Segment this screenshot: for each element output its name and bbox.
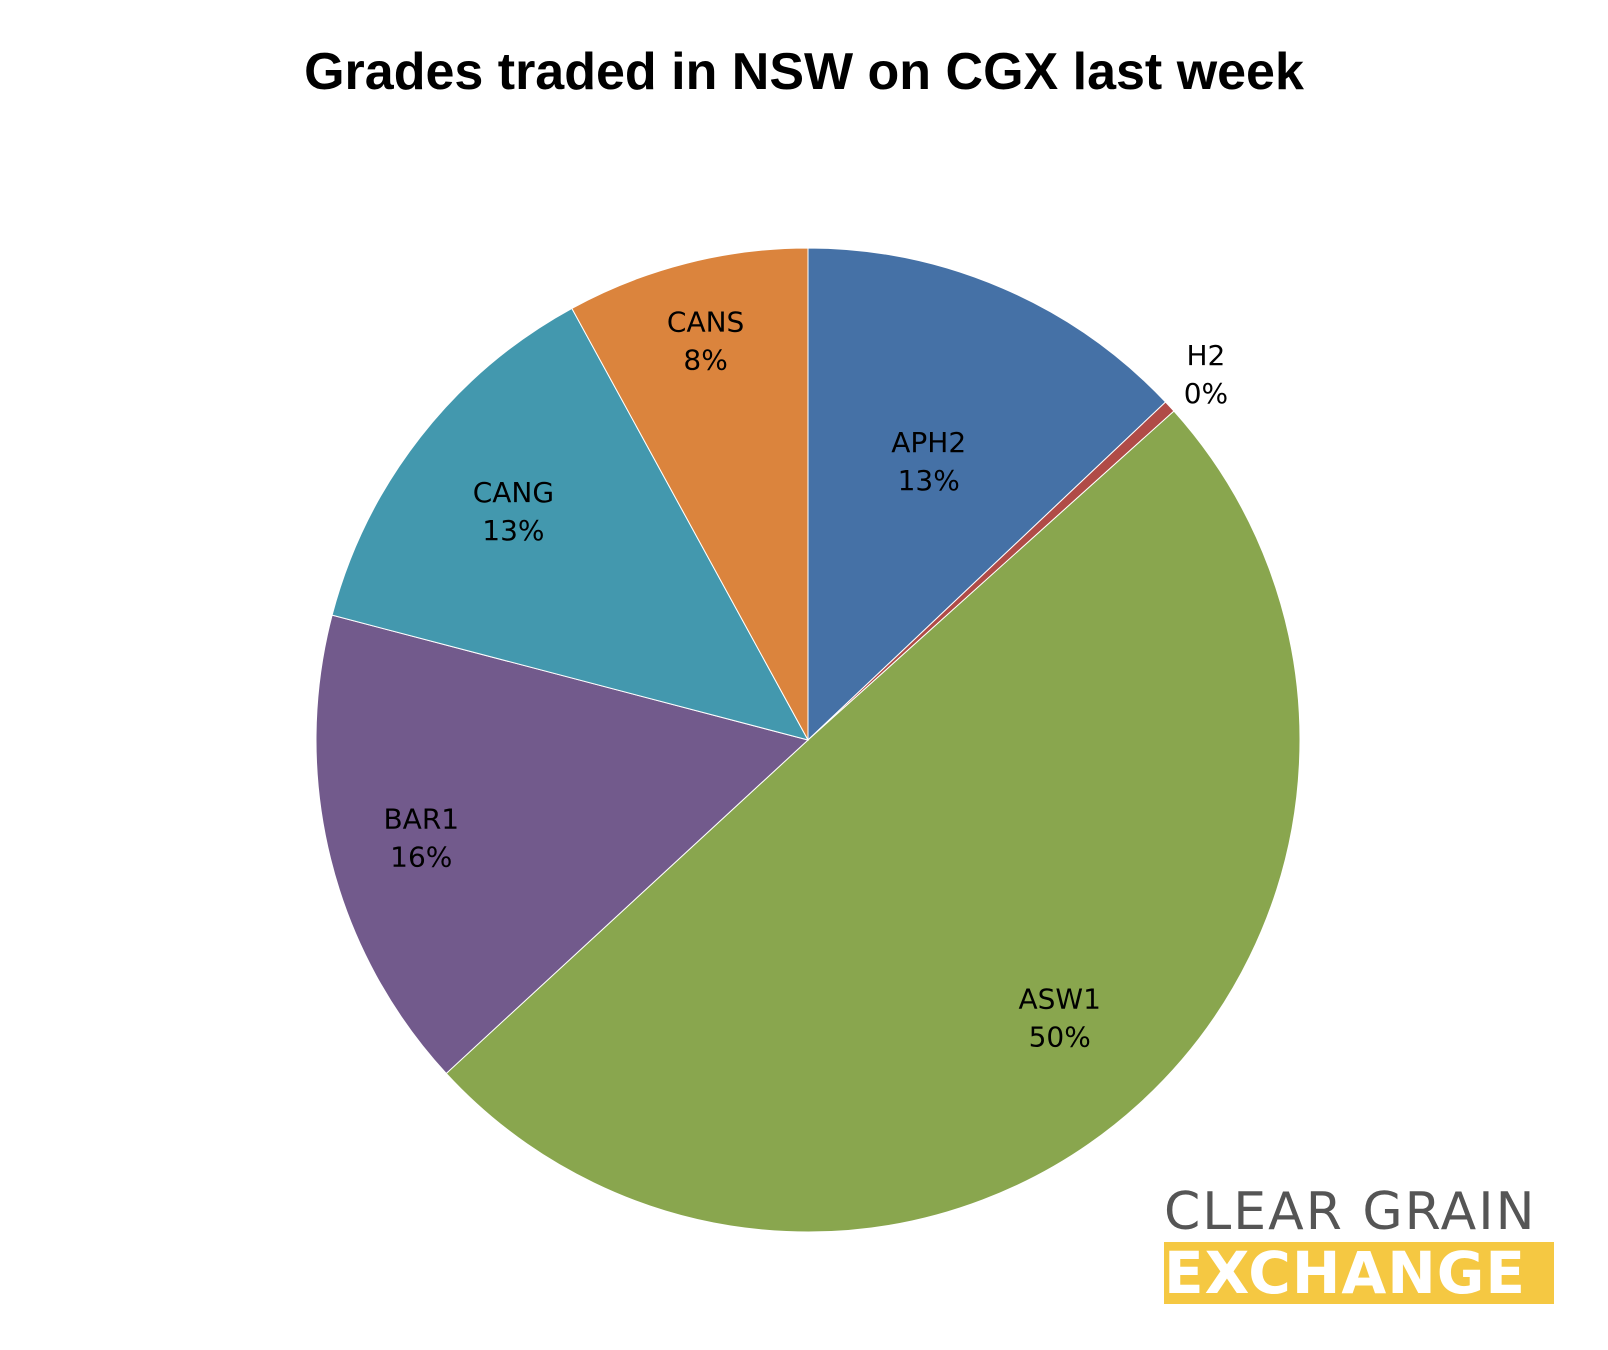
pie-slice-asw1 [445,410,1301,1233]
slice-name-bar1: BAR1 [383,802,459,835]
slice-label-asw1: ASW1 50% [1018,983,1100,1054]
slice-label-aph2: APH2 13% [891,426,966,497]
slice-percent-bar1: 16% [390,840,452,873]
logo-band: EXCHANGE [1164,1242,1554,1304]
pie-slice-bar1 [315,614,810,1075]
slice-label-bar1: BAR1 16% [383,802,459,873]
slice-name-cans: CANS [667,306,744,339]
slice-percent-h2: 0% [1184,377,1228,410]
slice-percent-aph2: 13% [898,464,960,497]
slice-percent-asw1: 50% [1029,1021,1091,1054]
slice-label-cang: CANG 13% [473,476,554,547]
pie-slice-aph2 [807,247,1167,742]
pie-slice-cang [331,307,809,741]
slice-percent-cang: 13% [482,514,544,547]
slice-label-h2: H2 0% [1184,339,1228,410]
clear-grain-exchange-logo: CLEAR GRAIN EXCHANGE [1164,1186,1554,1304]
chart-title: Grades traded in NSW on CGX last week [304,43,1304,101]
logo-line-clear-grain: CLEAR GRAIN [1164,1182,1537,1242]
slice-percent-cans: 8% [683,344,727,377]
slice-name-cang: CANG [473,476,554,509]
slice-name-asw1: ASW1 [1018,983,1100,1016]
logo-line-exchange: EXCHANGE [1164,1242,1527,1304]
slice-name-aph2: APH2 [891,426,966,459]
slice-name-h2: H2 [1186,339,1225,372]
pie-slice-cans [571,247,809,741]
slice-label-cans: CANS 8% [667,306,744,377]
